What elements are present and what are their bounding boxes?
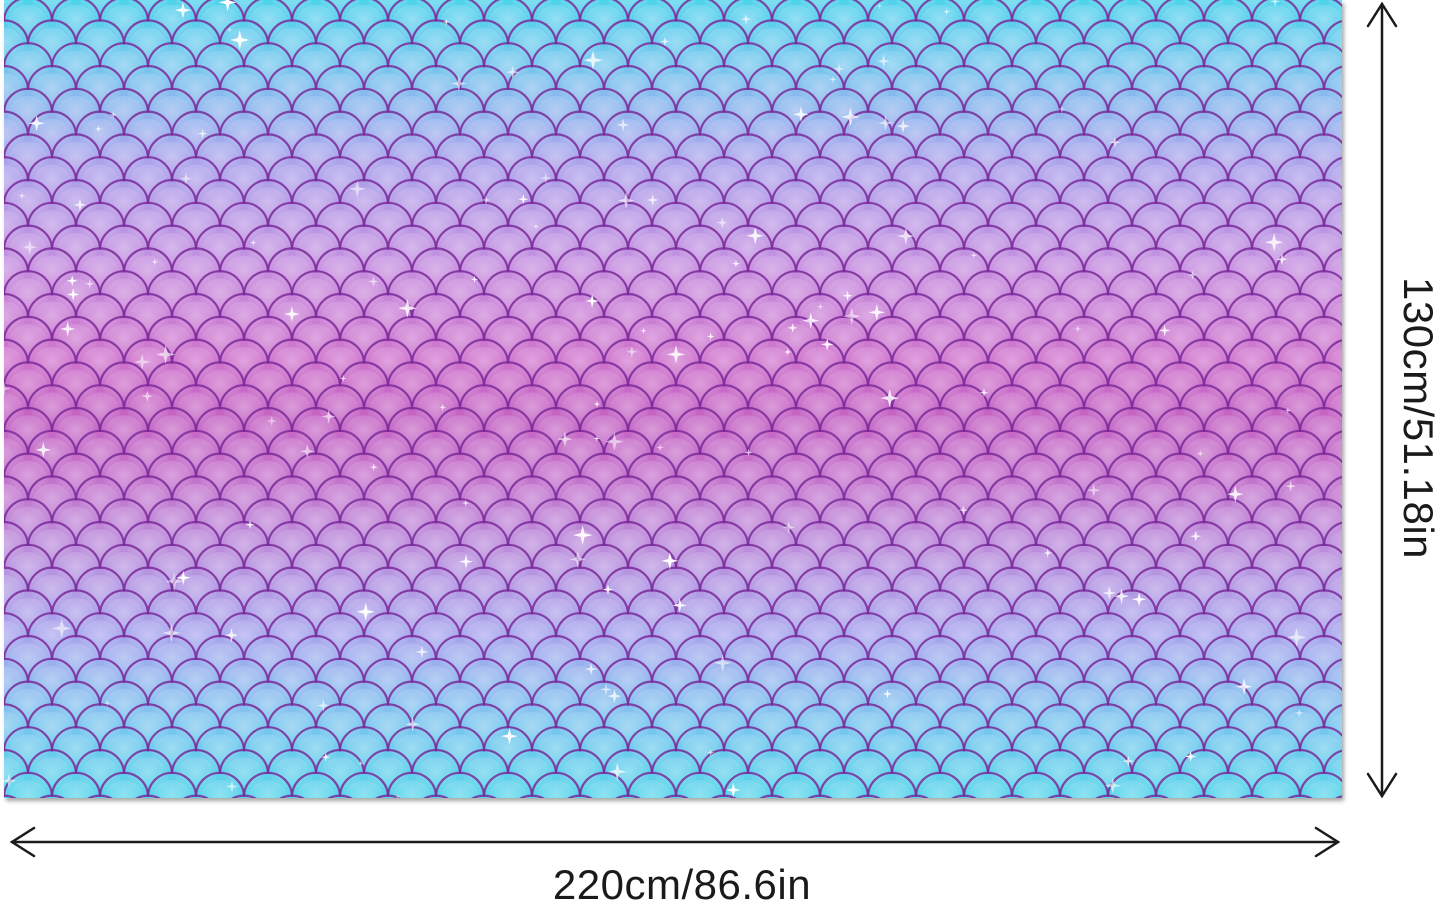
width-dimension-label: 220cm/86.6in [552,861,812,908]
height-arrow-icon [1366,1,1398,799]
mermaid-scale-backdrop [4,0,1342,798]
height-dimension-label: 130cm/51.18in [1395,276,1442,560]
mermaid-scale-pattern-icon [4,0,1342,798]
width-arrow-icon [9,826,1341,858]
